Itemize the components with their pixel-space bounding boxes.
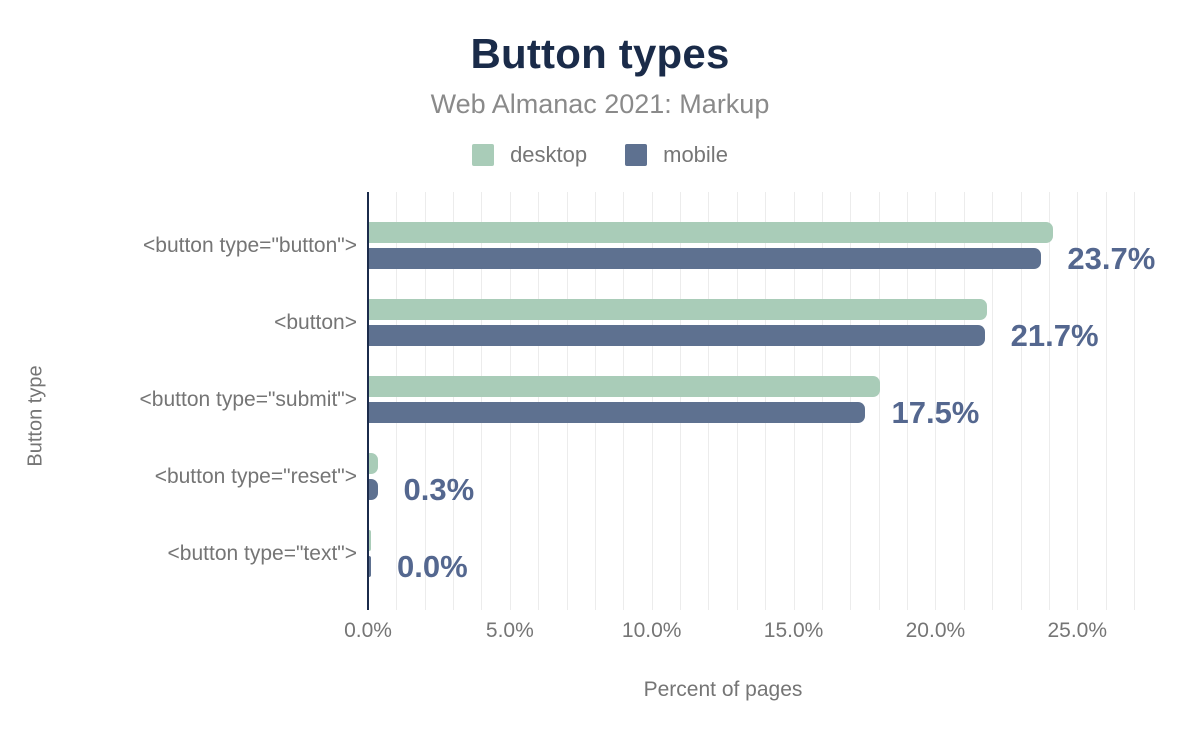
gridline [793, 192, 795, 610]
value-label-3: 0.3% [403, 471, 475, 507]
bar-desktop-3 [369, 453, 378, 474]
gridline [651, 192, 653, 610]
legend-item-desktop: desktop [472, 142, 587, 168]
value-label-4: 0.0% [397, 548, 468, 584]
gridline [963, 192, 965, 610]
gridline [1134, 192, 1135, 610]
bar-desktop-1 [369, 299, 988, 320]
gridline [566, 192, 568, 610]
gridline [1048, 192, 1050, 610]
legend: desktop mobile [0, 142, 1200, 168]
legend-label: mobile [663, 142, 728, 167]
value-label-2: 17.5% [891, 394, 980, 430]
legend-swatch-desktop [472, 144, 495, 166]
bar-mobile-3 [369, 479, 378, 500]
category-label-4: <button type="text"> [167, 541, 357, 565]
gridline [935, 192, 937, 610]
x-axis-title: Percent of pages [643, 678, 803, 701]
bar-desktop-0 [369, 222, 1053, 243]
gridline [538, 192, 540, 610]
y-axis-line [367, 192, 369, 610]
bar-mobile-4 [369, 556, 371, 577]
bar-mobile-0 [369, 248, 1042, 269]
gridline [424, 192, 426, 610]
category-label-3: <button type="reset"> [154, 464, 357, 488]
gridline [453, 192, 455, 610]
gridline [594, 192, 596, 610]
category-label-2: <button type="submit"> [139, 387, 357, 411]
bar-mobile-1 [369, 325, 985, 346]
x-tick-label-1: 5.0% [485, 619, 534, 642]
value-label-1: 21.7% [1010, 317, 1099, 353]
gridline [623, 192, 625, 610]
x-tick-label-3: 15.0% [763, 619, 824, 642]
bar-desktop-2 [369, 376, 880, 397]
y-axis-title: Button type [24, 365, 47, 467]
gridline [992, 192, 994, 610]
x-tick-label-0: 0.0% [344, 619, 392, 642]
chart-subtitle: Web Almanac 2021: Markup [430, 89, 770, 119]
gridline [821, 192, 823, 610]
gridline [736, 192, 738, 610]
gridline [396, 192, 398, 610]
legend-label: desktop [510, 142, 588, 167]
gridline [708, 192, 710, 610]
chart-title: Button types [470, 30, 730, 77]
gridline [1020, 192, 1022, 610]
x-axis-ticks: 0.0% 5.0% 10.0% 15.0% 20.0% 25.0% [344, 619, 1134, 645]
plot-area: 23.7% 21.7% 17.5% 0.3% 0.0% [367, 192, 1155, 610]
category-label-1: <button> [274, 310, 357, 334]
bar-mobile-2 [369, 402, 866, 423]
x-tick-label-2: 10.0% [621, 619, 682, 642]
category-label-0: <button type="button"> [143, 233, 357, 257]
gridline [850, 192, 852, 610]
legend-item-mobile: mobile [625, 142, 728, 168]
gridline [1077, 192, 1079, 610]
gridline [680, 192, 682, 610]
gridline [509, 192, 511, 610]
gridline [481, 192, 483, 610]
value-label-0: 23.7% [1067, 240, 1156, 276]
gridline [1105, 192, 1107, 610]
gridline [765, 192, 767, 610]
gridline [878, 192, 880, 610]
x-tick-label-4: 20.0% [905, 619, 966, 642]
x-tick-label-5: 25.0% [1047, 619, 1108, 642]
gridline [907, 192, 909, 610]
bar-desktop-4 [369, 530, 371, 551]
legend-swatch-mobile [625, 144, 648, 166]
